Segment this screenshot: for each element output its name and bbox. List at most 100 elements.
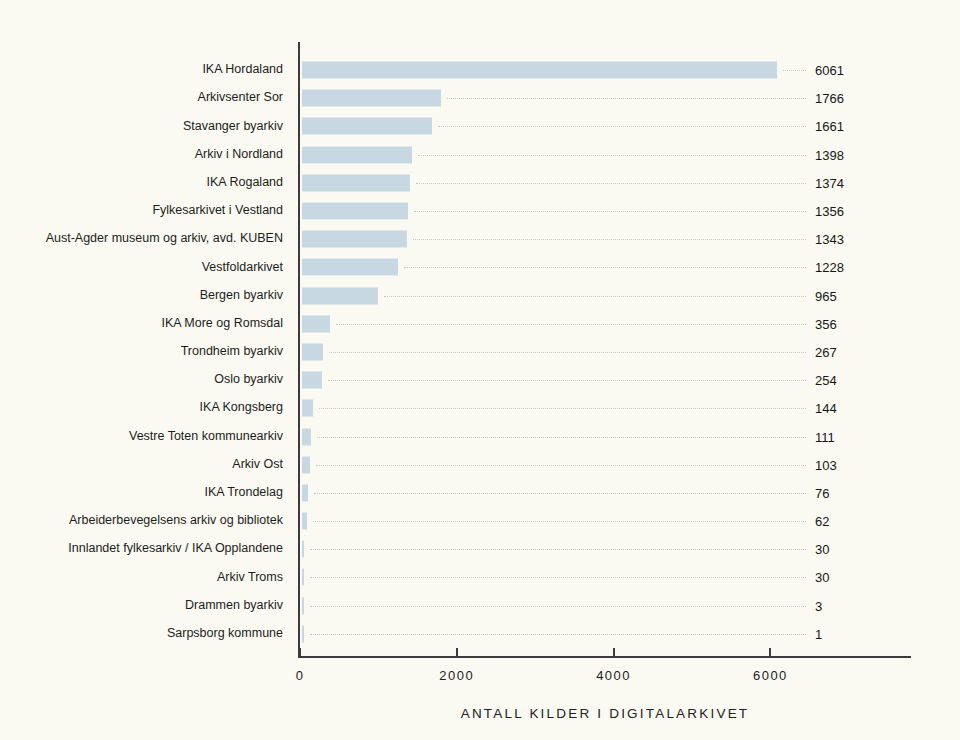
category-label: Arkivsenter Sor	[0, 91, 283, 105]
bar	[302, 203, 408, 220]
bar	[302, 541, 304, 558]
category-label: Arkiv Troms	[0, 571, 283, 585]
row-plot: 6061	[300, 56, 910, 84]
row-plot: 62	[300, 507, 910, 535]
row-plot: 111	[300, 422, 910, 450]
row-plot: 103	[300, 451, 910, 479]
x-tick-label: 6000	[753, 668, 788, 683]
category-label: IKA More og Romsdal	[0, 317, 283, 331]
category-label: Drammen byarkiv	[0, 599, 283, 613]
category-label: IKA Hordaland	[0, 63, 283, 77]
row-plot: 3	[300, 592, 910, 620]
bar	[302, 146, 412, 163]
value-label: 62	[815, 514, 829, 529]
category-label: Trondheim byarkiv	[0, 345, 283, 359]
chart-rows: IKA Hordaland 6061 Arkivsenter Sor 1766 Stav…	[0, 56, 960, 648]
x-tick-label: 2000	[439, 668, 474, 683]
leader-line	[310, 549, 806, 550]
chart-row: Vestfoldarkivet 1228	[0, 253, 960, 281]
category-label: Sarpsborg kommune	[0, 627, 283, 641]
value-label: 6061	[815, 63, 844, 78]
bar	[302, 118, 432, 135]
bar	[302, 456, 310, 473]
x-axis-title: ANTALL KILDER I DIGITALARKIVET	[300, 706, 910, 721]
category-label: Arkiv i Nordland	[0, 148, 283, 162]
chart-row: IKA Kongsberg144	[0, 394, 960, 422]
chart-row: Trondheim byarkiv 267	[0, 338, 960, 366]
leader-line	[319, 408, 806, 409]
leader-line	[414, 211, 806, 212]
chart-row: Arkivsenter Sor 1766	[0, 84, 960, 112]
bar	[302, 428, 311, 445]
leader-line	[404, 267, 806, 268]
category-label: Stavanger byarkiv	[0, 120, 283, 134]
chart-row: Bergen byarkiv 965	[0, 282, 960, 310]
bar	[302, 90, 441, 107]
chart-row: Drammen byarkiv 3	[0, 592, 960, 620]
category-label: Aust-Agder museum og arkiv, avd. KUBEN	[0, 232, 283, 246]
value-label: 103	[815, 457, 837, 472]
chart-row: IKA Rogaland 1374	[0, 169, 960, 197]
value-label: 30	[815, 570, 829, 585]
bar	[302, 343, 323, 360]
bar-chart: 0200040006000 IKA Hordaland6061Arkivsent…	[0, 0, 960, 740]
value-label: 144	[815, 401, 837, 416]
category-label: Vestre Toten kommunearkiv	[0, 430, 283, 444]
value-label: 1343	[815, 232, 844, 247]
row-plot: 267	[300, 338, 910, 366]
value-label: 1	[815, 626, 822, 641]
leader-line	[438, 126, 806, 127]
category-label: Innlandet fylkesarkiv / IKA Opplandene	[0, 542, 283, 556]
x-tick-mark	[613, 648, 615, 656]
row-plot: 144	[300, 394, 910, 422]
chart-row: Arbeiderbevegelsens arkiv og bibliotek62	[0, 507, 960, 535]
chart-row: IKA More og Romsdal 356	[0, 310, 960, 338]
value-label: 254	[815, 373, 837, 388]
bar	[302, 62, 777, 79]
chart-row: Arkiv Ost103	[0, 451, 960, 479]
value-label: 1356	[815, 204, 844, 219]
x-tick-label: 4000	[596, 668, 631, 683]
chart-row: Arkiv Troms 30	[0, 563, 960, 591]
leader-line	[313, 521, 806, 522]
chart-row: IKA Hordaland 6061	[0, 56, 960, 84]
value-label: 1228	[815, 260, 844, 275]
chart-row: Innlandet fylkesarkiv / IKA Opplandene 30	[0, 535, 960, 563]
bar	[302, 625, 304, 642]
row-plot: 356	[300, 310, 910, 338]
bar	[302, 484, 308, 501]
leader-line	[413, 239, 806, 240]
chart-row: Fylkesarkivet i Vestland1356	[0, 197, 960, 225]
value-label: 3	[815, 598, 822, 613]
row-plot: 1766	[300, 84, 910, 112]
category-label: IKA Rogaland	[0, 176, 283, 190]
row-plot: 1398	[300, 141, 910, 169]
category-label: IKA Trondelag	[0, 486, 283, 500]
value-label: 111	[815, 429, 835, 444]
chart-row: Arkiv i Nordland 1398	[0, 141, 960, 169]
row-plot: 965	[300, 282, 910, 310]
value-label: 1398	[815, 147, 844, 162]
leader-line	[310, 606, 806, 607]
bar	[302, 259, 398, 276]
chart-row: Aust-Agder museum og arkiv, avd. KUBEN 13…	[0, 225, 960, 253]
leader-line	[310, 634, 806, 635]
bar	[302, 372, 322, 389]
value-label: 1766	[815, 91, 844, 106]
leader-line	[317, 437, 806, 438]
leader-line	[418, 155, 806, 156]
value-label: 965	[815, 288, 837, 303]
leader-line	[328, 380, 806, 381]
value-label: 30	[815, 542, 829, 557]
leader-line	[329, 352, 806, 353]
x-tick-mark	[299, 648, 301, 656]
category-label: Vestfoldarkivet	[0, 261, 283, 275]
leader-line	[384, 296, 806, 297]
bar	[302, 400, 313, 417]
category-label: Bergen byarkiv	[0, 289, 283, 303]
value-label: 267	[815, 344, 837, 359]
value-label: 1374	[815, 175, 844, 190]
leader-line	[783, 70, 806, 71]
x-axis-line	[298, 656, 911, 658]
x-tick-mark	[456, 648, 458, 656]
